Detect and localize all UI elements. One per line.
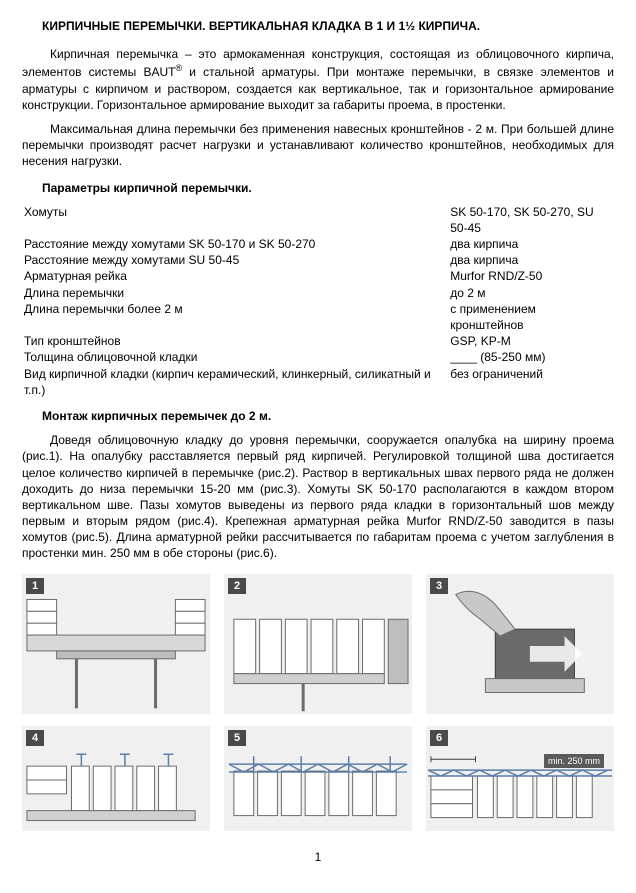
intro-paragraph-1: Кирпичная перемычка – это армокаменная к… bbox=[22, 46, 614, 113]
params-heading: Параметры кирпичной перемычки. bbox=[42, 180, 614, 196]
params-value: с применением кронштейнов bbox=[448, 301, 614, 333]
params-row: Толщина облицовочной кладки____ (85-250 … bbox=[22, 349, 614, 365]
params-value: без ограничений bbox=[448, 366, 614, 398]
document-title: КИРПИЧНЫЕ ПЕРЕМЫЧКИ. ВЕРТИКАЛЬНАЯ КЛАДКА… bbox=[42, 18, 614, 34]
params-label: Толщина облицовочной кладки bbox=[22, 349, 448, 365]
params-row: Длина перемычкидо 2 м bbox=[22, 285, 614, 301]
params-label: Тип кронштейнов bbox=[22, 333, 448, 349]
params-row: Расстояние между хомутами SU 50-45два ки… bbox=[22, 252, 614, 268]
params-value: ____ (85-250 мм) bbox=[448, 349, 614, 365]
params-value: SK 50-170, SK 50-270, SU 50-45 bbox=[448, 204, 614, 236]
params-row: ХомутыSK 50-170, SK 50-270, SU 50-45 bbox=[22, 204, 614, 236]
figure-4: 4 bbox=[22, 726, 210, 831]
params-value: два кирпича bbox=[448, 252, 614, 268]
params-label: Вид кирпичной кладки (кирпич керамически… bbox=[22, 366, 448, 398]
figure-3: 3 bbox=[426, 574, 614, 714]
params-table: ХомутыSK 50-170, SK 50-270, SU 50-45Расс… bbox=[22, 204, 614, 398]
params-value: GSP, KP-M bbox=[448, 333, 614, 349]
params-value: два кирпича bbox=[448, 236, 614, 252]
params-label: Расстояние между хомутами SK 50-170 и SK… bbox=[22, 236, 448, 252]
params-row: Длина перемычки более 2 мс применением к… bbox=[22, 301, 614, 333]
figure-row-1: 1 2 bbox=[22, 574, 614, 714]
params-value: до 2 м bbox=[448, 285, 614, 301]
params-value: Murfor RND/Z-50 bbox=[448, 268, 614, 284]
params-row: Расстояние между хомутами SK 50-170 и SK… bbox=[22, 236, 614, 252]
intro-paragraph-2: Максимальная длина перемычки без примене… bbox=[22, 121, 614, 170]
params-row: Тип кронштейновGSP, KP-M bbox=[22, 333, 614, 349]
params-label: Длина перемычки bbox=[22, 285, 448, 301]
figure-5: 5 bbox=[224, 726, 412, 831]
figure-6: 6 min. 250 mm bbox=[426, 726, 614, 831]
install-heading: Монтаж кирпичных перемычек до 2 м. bbox=[42, 408, 614, 424]
figure-row-2: 4 5 bbox=[22, 726, 614, 831]
params-row: Арматурная рейкаMurfor RND/Z-50 bbox=[22, 268, 614, 284]
figure-4-svg bbox=[22, 726, 210, 831]
figure-6-svg bbox=[426, 726, 614, 831]
params-label: Длина перемычки более 2 м bbox=[22, 301, 448, 333]
page-number: 1 bbox=[22, 849, 614, 865]
figure-2-svg bbox=[224, 574, 412, 714]
install-paragraph: Доведя облицовочную кладку до уровня пер… bbox=[22, 432, 614, 562]
figure-1-svg bbox=[22, 574, 210, 714]
params-row: Вид кирпичной кладки (кирпич керамически… bbox=[22, 366, 614, 398]
params-label: Хомуты bbox=[22, 204, 448, 236]
params-label: Расстояние между хомутами SU 50-45 bbox=[22, 252, 448, 268]
figure-1: 1 bbox=[22, 574, 210, 714]
figure-5-svg bbox=[224, 726, 412, 831]
figure-3-svg bbox=[426, 574, 614, 714]
params-label: Арматурная рейка bbox=[22, 268, 448, 284]
figure-2: 2 bbox=[224, 574, 412, 714]
